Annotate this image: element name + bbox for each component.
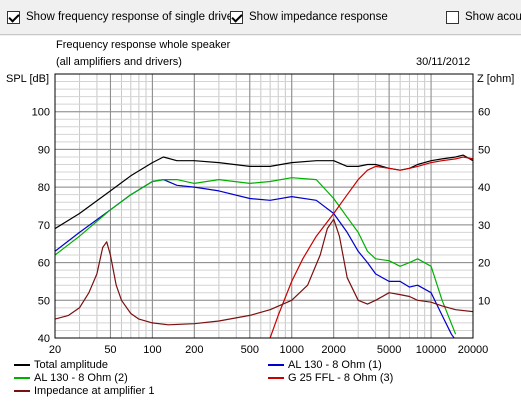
chart-date: 30/11/2012 — [416, 56, 471, 68]
legend-label-impedance: Impedance at amplifier 1 — [34, 385, 155, 397]
total-amplitude-line — [55, 154, 473, 230]
legend-swatch-total — [14, 364, 30, 366]
x-tick-label: 20 — [49, 344, 61, 356]
legend-item-impedance: Impedance at amplifier 1 — [14, 385, 154, 397]
chart-title: Frequency response whole speaker — [56, 39, 231, 51]
single-drive-checkbox-box[interactable] — [7, 10, 20, 24]
legend-swatch-al130-1 — [268, 364, 284, 366]
plot-frame — [54, 73, 474, 339]
legend-item-al130-1: AL 130 - 8 Ohm (1) — [268, 359, 382, 371]
x-tick-label: 200 — [185, 344, 203, 356]
y2-tick-label: 40 — [478, 182, 490, 194]
al130-2-line — [55, 177, 457, 335]
y-tick-label: 90 — [38, 144, 50, 156]
show-single-drive-checkbox[interactable]: Show frequency response of single drive — [7, 9, 233, 25]
x-tick-label: 10000 — [416, 344, 447, 356]
legend-label-total: Total amplitude — [34, 359, 108, 371]
y-tick-label: 70 — [38, 220, 50, 232]
chart-panel: Frequency response whole speaker (all am… — [0, 36, 521, 401]
y2-tick-label: 60 — [478, 107, 490, 119]
show-impedance-checkbox[interactable]: Show impedance response — [230, 9, 388, 25]
x-tick-label: 2000 — [321, 344, 345, 356]
acoustic-checkbox-box[interactable] — [446, 10, 459, 24]
impedance-checkbox-label[interactable]: Show impedance response — [249, 11, 388, 23]
plot-area — [55, 74, 473, 338]
y-tick-label: 100 — [32, 107, 50, 119]
legend-swatch-al130-2 — [14, 377, 30, 379]
x-tick-label: 5000 — [377, 344, 401, 356]
legend-swatch-impedance — [14, 390, 30, 392]
y-tick-label: 60 — [38, 258, 50, 270]
legend-label-al130-1: AL 130 - 8 Ohm (1) — [288, 359, 382, 371]
single-drive-checkbox-label[interactable]: Show frequency response of single drive — [26, 11, 234, 23]
impedance-line — [55, 218, 473, 326]
acoustic-checkbox-label[interactable]: Show acous — [465, 11, 521, 23]
x-tick-label: 100 — [143, 344, 161, 356]
x-tick-label: 20000 — [458, 344, 489, 356]
x-tick-label: 500 — [241, 344, 259, 356]
legend-item-g25: G 25 FFL - 8 Ohm (3) — [268, 372, 393, 384]
x-tick-label: 50 — [104, 344, 116, 356]
legend-item-al130-2: AL 130 - 8 Ohm (2) — [14, 372, 128, 384]
chart-subtitle: (all amplifiers and drivers) — [56, 56, 182, 68]
y-tick-label: 40 — [38, 333, 50, 345]
y2-axis-label: Z [ohm] — [477, 73, 515, 85]
legend-item-total: Total amplitude — [14, 359, 108, 371]
y2-tick-label: 50 — [478, 144, 490, 156]
y-axis-label: SPL [dB] — [6, 73, 50, 85]
options-bar: Show frequency response of single drive … — [0, 0, 521, 36]
legend-swatch-g25 — [268, 377, 284, 379]
show-acoustic-checkbox[interactable]: Show acous — [446, 9, 521, 25]
legend-label-g25: G 25 FFL - 8 Ohm (3) — [288, 372, 394, 384]
frequency-response-chart: 20 50 100 200 500 1000 2000 5000 10000 20000 40 50 6… — [32, 73, 490, 356]
toolbar-divider — [0, 34, 521, 35]
y-tick-label: 50 — [38, 295, 50, 307]
legend-label-al130-2: AL 130 - 8 Ohm (2) — [34, 372, 128, 384]
x-tick-label: 1000 — [279, 344, 303, 356]
y2-tick-label: 20 — [478, 258, 490, 270]
y-tick-label: 80 — [38, 182, 50, 194]
y2-tick-label: 30 — [478, 220, 490, 232]
impedance-checkbox-box[interactable] — [230, 10, 243, 24]
g25-ffl-line — [269, 156, 473, 338]
y2-tick-label: 10 — [478, 295, 490, 307]
